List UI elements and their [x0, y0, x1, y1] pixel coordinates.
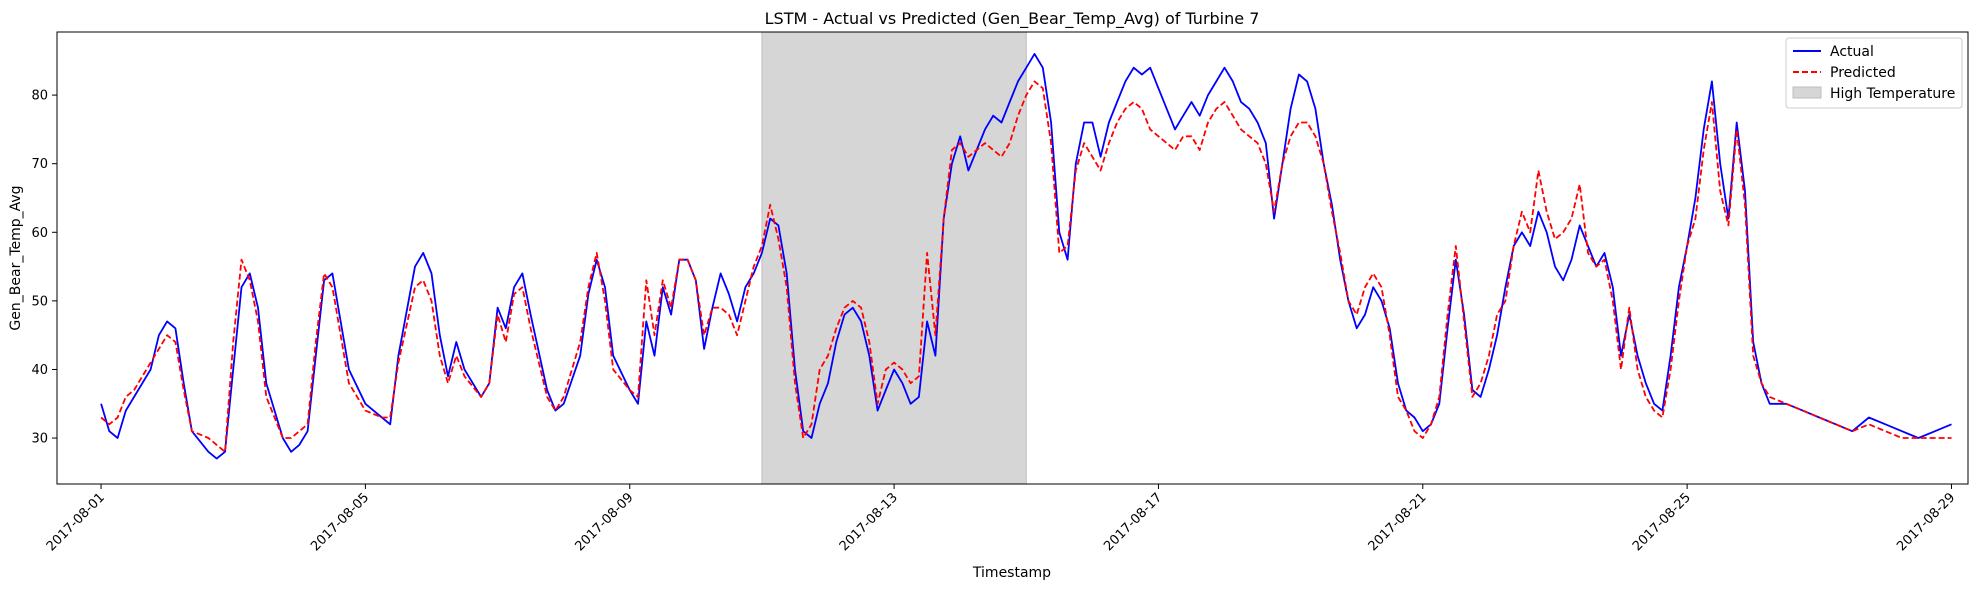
high-temperature-region: [761, 31, 1027, 485]
x-axis-title: Timestamp: [972, 565, 1051, 581]
legend: Actual Predicted High Temperature: [1785, 37, 1963, 109]
axes-frame: [56, 31, 1969, 485]
y-tick-label: 50: [31, 294, 48, 309]
legend-high-temperature-label: High Temperature: [1830, 86, 1955, 102]
y-tick-label: 30: [31, 432, 48, 447]
y-tick-label: 40: [31, 363, 48, 378]
series-line-predicted: [100, 80, 1952, 453]
y-tick-label: 70: [31, 157, 48, 172]
legend-box: [1785, 37, 1963, 109]
legend-actual-label: Actual: [1830, 44, 1874, 60]
plot-area: [56, 31, 1969, 485]
legend-high-temperature-swatch: [1792, 86, 1822, 99]
y-tick-label: 60: [31, 226, 48, 241]
y-axis-title: Gen_Bear_Temp_Avg: [8, 185, 24, 330]
series-line-actual: [100, 53, 1952, 460]
y-tick-label: 80: [31, 89, 48, 104]
series-layer: [100, 53, 1952, 460]
legend-predicted-label: Predicted: [1830, 65, 1896, 81]
y-axis: 30 40 50 60 70 80: [31, 89, 57, 447]
chart-title: LSTM - Actual vs Predicted (Gen_Bear_Tem…: [765, 9, 1260, 29]
